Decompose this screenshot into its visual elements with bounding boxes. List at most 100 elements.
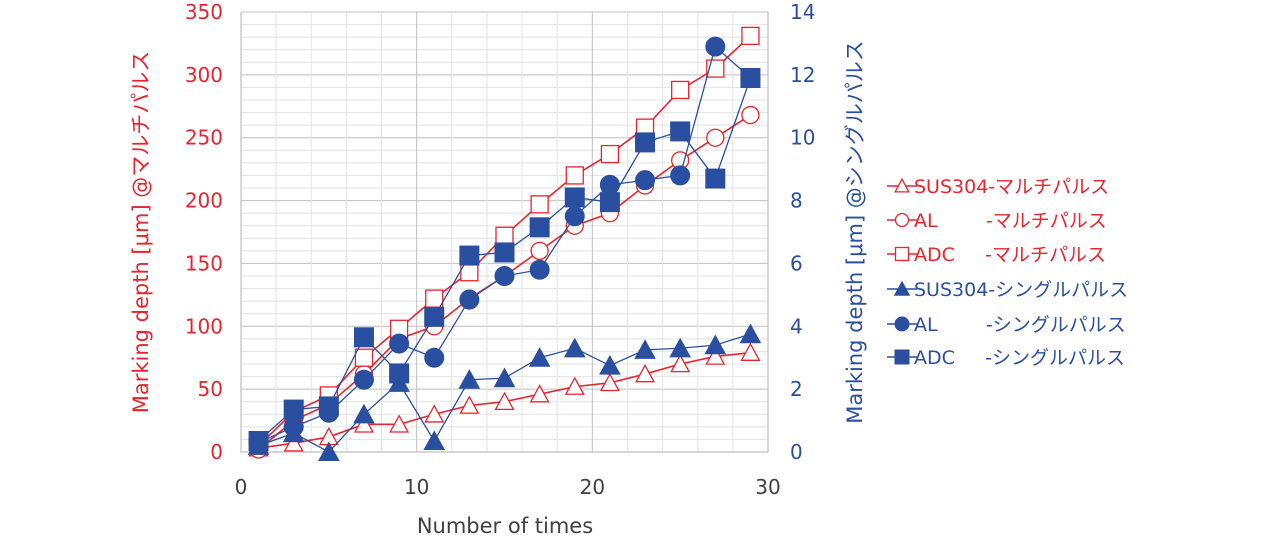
left-tick-label: 250 xyxy=(185,126,223,150)
data-point xyxy=(670,165,691,186)
data-point xyxy=(423,430,446,451)
data-point xyxy=(634,339,656,359)
x-axis-ticks: 0 10 20 30 xyxy=(235,475,781,499)
x-tick-label: 10 xyxy=(404,475,429,499)
data-point xyxy=(529,217,550,238)
data-point xyxy=(635,132,656,153)
right-axis-title: Marking depth [μm] @シングルパルス xyxy=(843,40,867,424)
right-tick-label: 10 xyxy=(790,126,815,150)
data-point xyxy=(740,68,761,88)
legend-marker xyxy=(894,212,910,228)
data-point xyxy=(564,376,585,395)
right-tick-label: 14 xyxy=(790,0,815,24)
left-tick-label: 150 xyxy=(185,251,223,275)
data-point xyxy=(389,414,410,433)
legend-item: SUS304-シングルパルス xyxy=(887,279,1128,301)
data-point xyxy=(459,245,480,266)
data-point xyxy=(705,346,726,365)
legend-marker xyxy=(894,349,910,365)
legend-item: ADC -マルチパルス xyxy=(887,244,1106,266)
data-point xyxy=(635,170,656,191)
data-point xyxy=(389,363,410,384)
data-point xyxy=(704,334,727,355)
data-point xyxy=(248,431,269,451)
data-point xyxy=(564,206,585,227)
legend-label: AL -シングルパルス xyxy=(914,314,1126,336)
data-point xyxy=(670,121,691,142)
data-point xyxy=(493,367,516,388)
legend-label: SUS304-シングルパルス xyxy=(914,279,1128,301)
data-point xyxy=(425,289,444,308)
data-point xyxy=(318,396,339,417)
data-point xyxy=(495,226,514,245)
data-point xyxy=(741,26,760,46)
series-2 xyxy=(249,26,760,455)
data-point xyxy=(529,384,550,403)
left-tick-label: 300 xyxy=(185,63,223,87)
data-point xyxy=(741,105,760,125)
data-point xyxy=(565,166,584,185)
legend-marker xyxy=(893,280,911,296)
data-point xyxy=(599,372,620,392)
data-point xyxy=(424,404,445,423)
right-tick-label: 6 xyxy=(790,251,803,275)
right-tick-label: 8 xyxy=(790,189,803,213)
data-point xyxy=(283,399,304,420)
data-point xyxy=(353,403,375,424)
data-point xyxy=(353,327,374,348)
data-point xyxy=(354,348,374,367)
series-5 xyxy=(248,68,761,451)
legend-label: AL -マルチパルス xyxy=(914,210,1107,232)
data-point xyxy=(705,168,726,189)
legend-marker xyxy=(894,246,910,262)
data-point xyxy=(424,347,445,368)
legend-item: SUS304-マルチパルス xyxy=(887,176,1109,198)
legend-label: SUS304-マルチパルス xyxy=(914,176,1109,198)
left-tick-label: 200 xyxy=(185,189,223,213)
legend-item: AL -マルチパルス xyxy=(887,210,1107,232)
data-point xyxy=(599,192,620,213)
legend-marker xyxy=(894,177,910,193)
data-point xyxy=(494,391,515,411)
right-tick-label: 12 xyxy=(790,63,815,87)
right-tick-label: 4 xyxy=(790,314,803,338)
left-axis-title: Marking depth [μm] @マルチパルス xyxy=(129,51,153,414)
data-point xyxy=(635,364,656,383)
data-point xyxy=(530,195,549,214)
x-axis-title: Number of times xyxy=(417,514,593,538)
data-point xyxy=(530,241,549,261)
data-point xyxy=(318,441,340,462)
data-point xyxy=(459,289,480,310)
legend-marker xyxy=(894,316,910,332)
right-tick-label: 2 xyxy=(790,377,803,401)
legend-label: ADC -シングルパルス xyxy=(914,347,1125,369)
left-tick-label: 100 xyxy=(185,314,223,338)
data-point xyxy=(739,323,762,344)
legend-item: ADC -シングルパルス xyxy=(887,347,1125,369)
data-point xyxy=(671,80,690,100)
x-tick-label: 0 xyxy=(235,475,248,499)
data-point xyxy=(705,36,726,57)
data-point xyxy=(563,337,586,358)
data-point xyxy=(600,144,620,164)
data-point xyxy=(670,353,691,373)
left-tick-label: 0 xyxy=(210,440,223,464)
right-axis-ticks: 0 2 4 6 8 10 12 14 xyxy=(790,0,815,464)
data-point xyxy=(283,433,304,452)
data-point xyxy=(528,347,551,367)
data-point xyxy=(353,414,374,433)
legend: SUS304-マルチパルス AL -マルチパルス ADC -マルチパルス SUS304… xyxy=(887,176,1128,369)
data-point xyxy=(706,128,725,147)
x-tick-label: 20 xyxy=(580,475,605,499)
data-point xyxy=(458,369,481,389)
left-axis-ticks: 0 50 100 150 200 250 300 350 xyxy=(185,0,223,464)
data-point xyxy=(529,259,550,280)
legend-item: AL -シングルパルス xyxy=(887,314,1126,336)
data-point xyxy=(389,333,410,354)
data-point xyxy=(459,395,480,414)
x-tick-label: 30 xyxy=(755,475,780,499)
data-point xyxy=(353,369,374,390)
series-group xyxy=(247,26,762,462)
data-point xyxy=(424,306,445,327)
